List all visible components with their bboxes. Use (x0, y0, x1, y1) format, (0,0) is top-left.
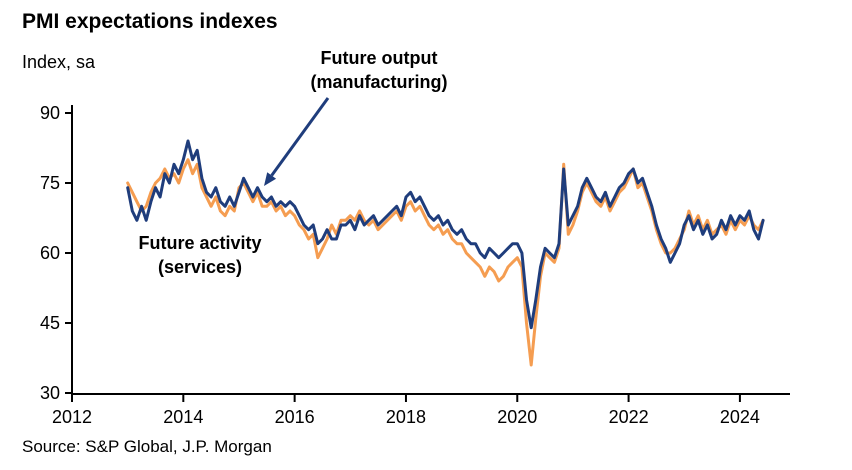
annotation-services-line1: Future activity (138, 233, 262, 253)
svg-text:90: 90 (40, 103, 60, 123)
svg-text:2020: 2020 (497, 407, 537, 427)
svg-text:2024: 2024 (720, 407, 760, 427)
svg-text:2016: 2016 (275, 407, 315, 427)
source-attribution: Source: S&P Global, J.P. Morgan (22, 437, 272, 456)
svg-text:2018: 2018 (386, 407, 426, 427)
annotation-manufacturing: Future output (manufacturing) (264, 46, 494, 94)
annotation-manufacturing-line1: Future output (320, 48, 438, 68)
svg-text:2022: 2022 (609, 407, 649, 427)
annotation-services: Future activity (services) (95, 231, 305, 279)
svg-text:75: 75 (40, 173, 60, 193)
annotation-manufacturing-line2: (manufacturing) (310, 72, 448, 92)
annotation-services-line2: (services) (157, 257, 243, 277)
chart-title: PMI expectations indexes (22, 10, 278, 33)
svg-text:30: 30 (40, 383, 60, 403)
axis-units-label: Index, sa (22, 52, 96, 72)
svg-text:2012: 2012 (52, 407, 92, 427)
svg-text:2014: 2014 (163, 407, 203, 427)
svg-text:60: 60 (40, 243, 60, 263)
svg-text:45: 45 (40, 313, 60, 333)
